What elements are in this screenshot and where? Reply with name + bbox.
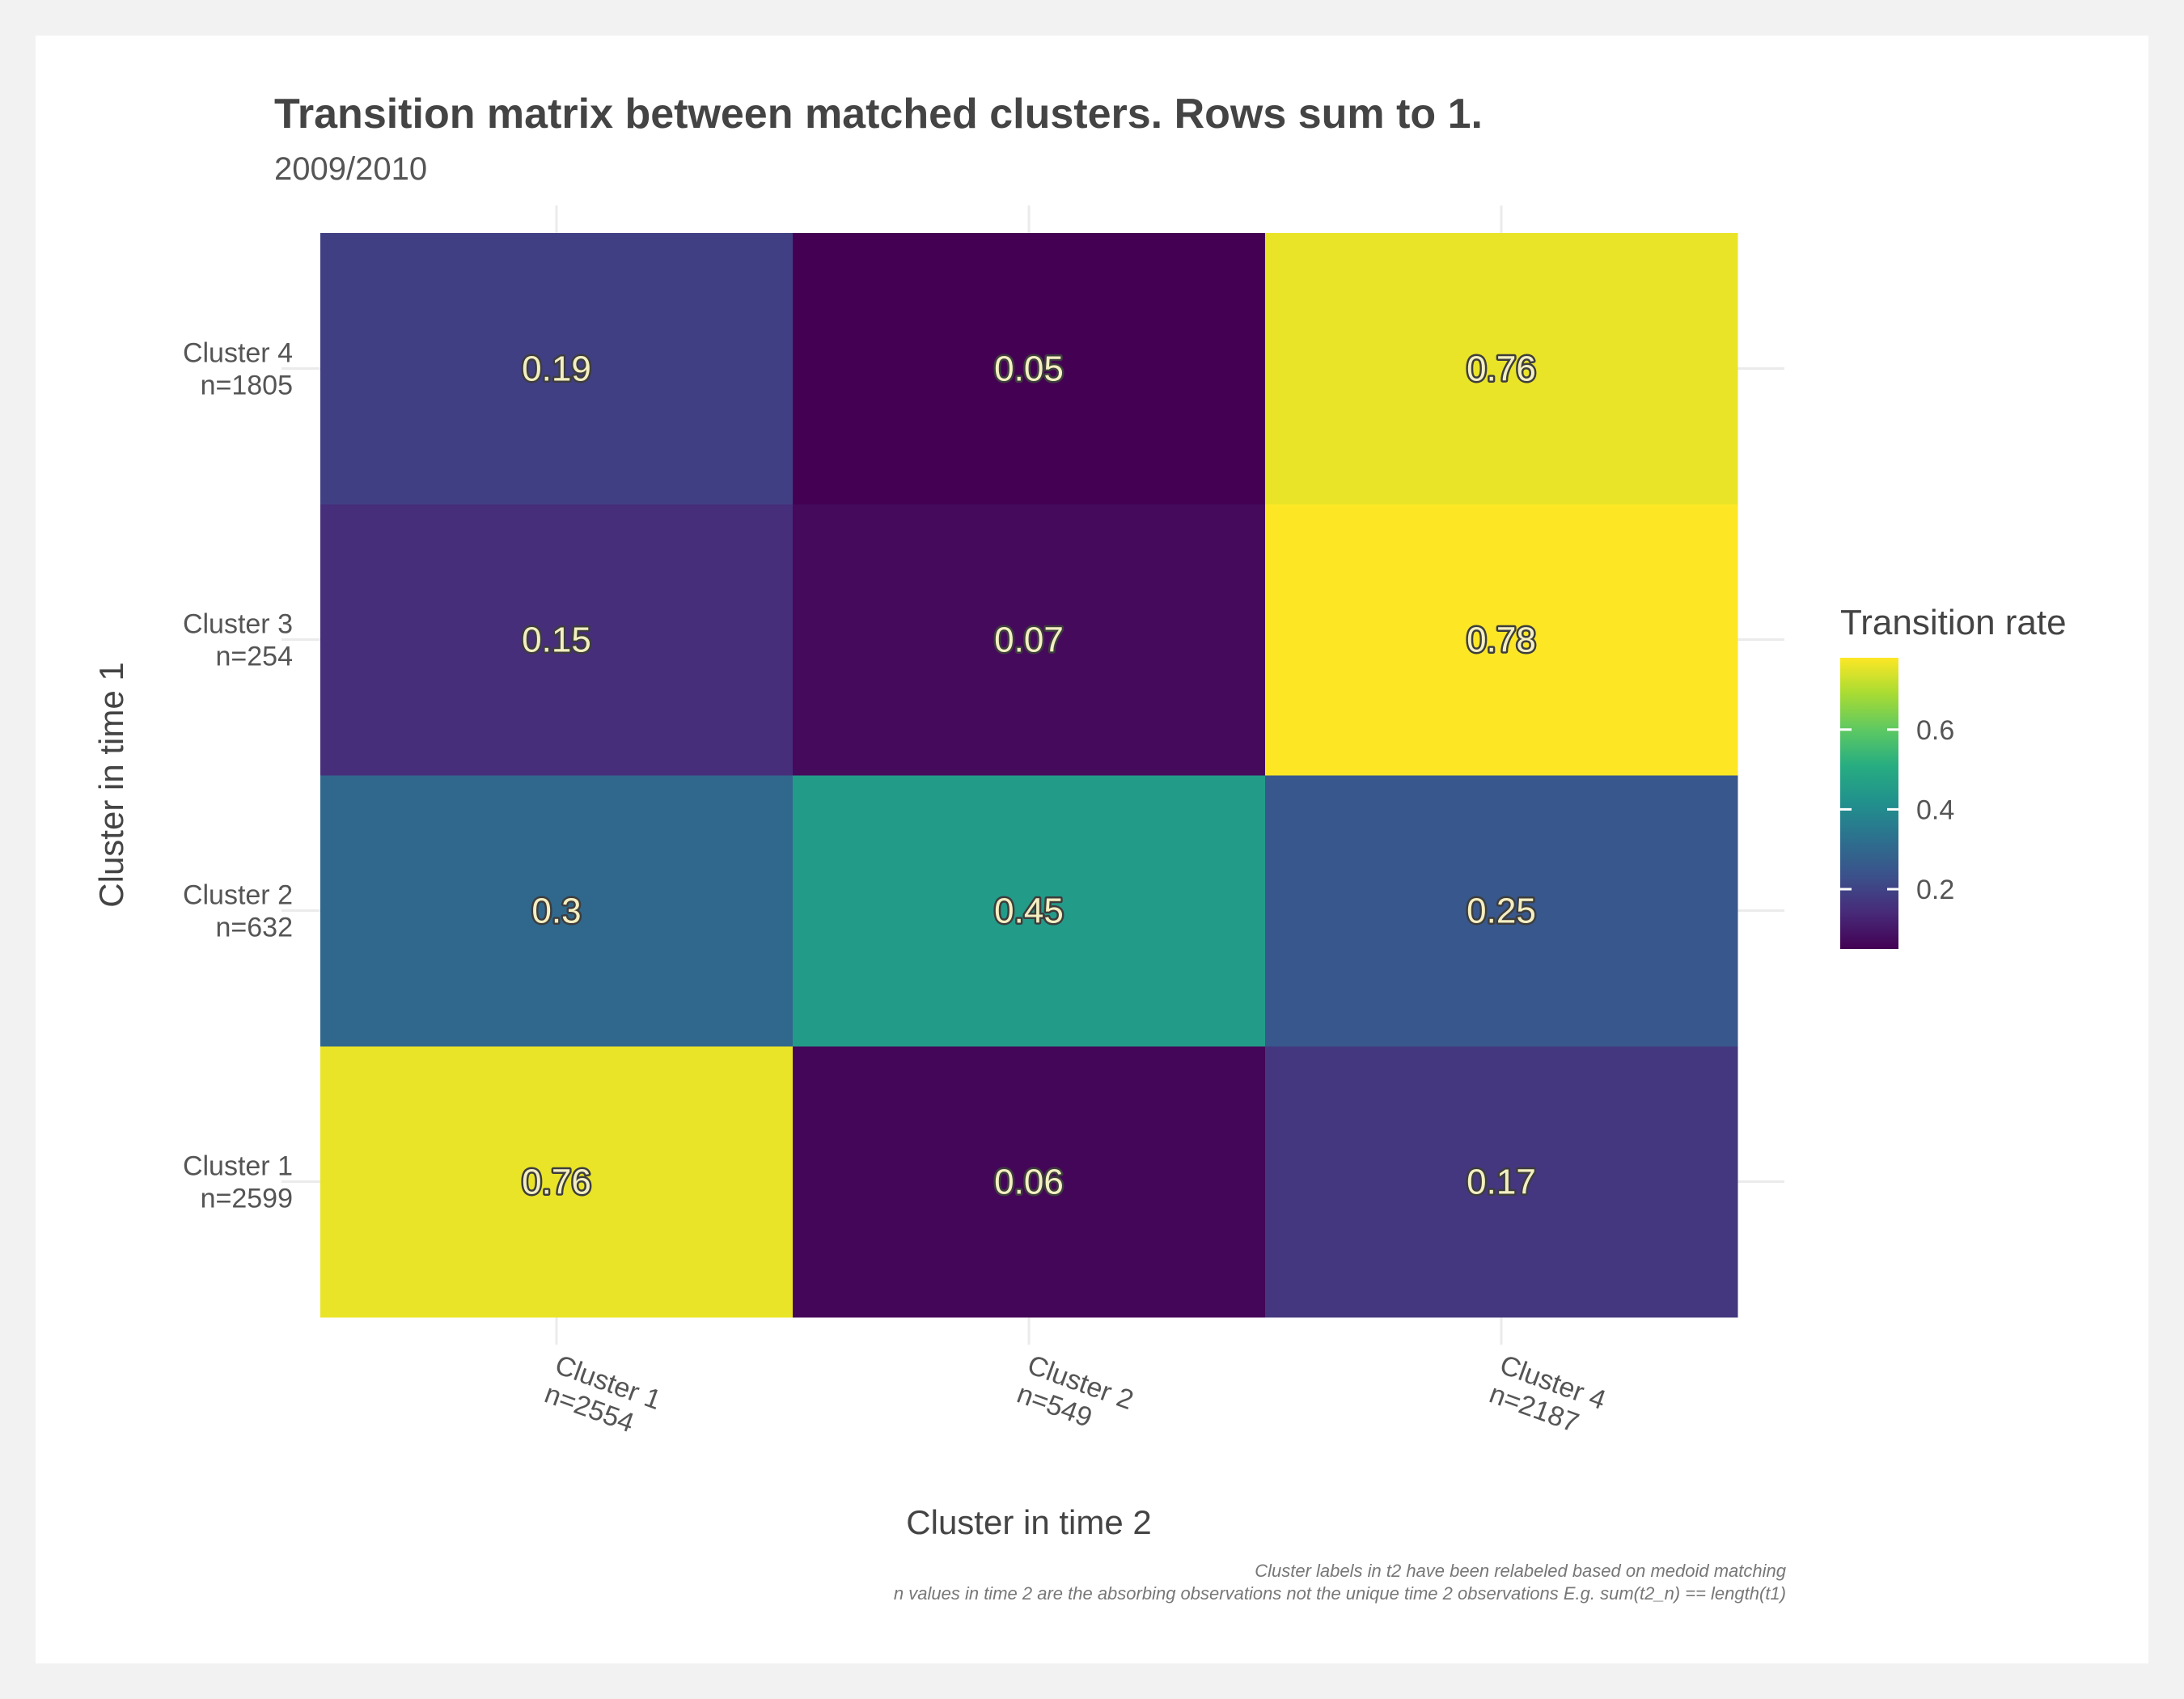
x-axis-ticks: Cluster 1n=2554 Cluster 2n=549 Cluster 4n=… — [540, 1349, 1610, 1439]
y-tick-count: n=632 — [216, 913, 294, 943]
legend-ticks: 0.2 0.4 0.6 — [1840, 715, 1954, 905]
legend-tick-label: 0.4 — [1916, 794, 1954, 825]
x-tick-group: Cluster 1n=2554 — [540, 1349, 665, 1439]
heatmap-cell — [1265, 1046, 1738, 1318]
legend-tick-label: 0.6 — [1916, 715, 1954, 746]
heatmap-cell — [793, 1046, 1266, 1318]
legend: Transition rate 0.2 0.4 0.6 — [1840, 603, 2067, 949]
cell-value-label: 0.45 — [994, 892, 1064, 931]
cell-value-label: 0.19 — [522, 350, 591, 389]
x-axis-title: Cluster in time 2 — [906, 1503, 1151, 1541]
cell-value-label: 0.76 — [522, 1163, 591, 1202]
heatmap-cell — [320, 1046, 794, 1318]
heatmap-cell — [1265, 775, 1738, 1047]
y-tick-label: Cluster 2 — [183, 880, 293, 911]
heatmap-cell — [1265, 504, 1738, 776]
cell-value-label: 0.25 — [1467, 892, 1536, 931]
y-tick-count: n=254 — [216, 642, 294, 672]
cell-value-label: 0.06 — [994, 1163, 1064, 1202]
heatmap-cell — [1265, 233, 1738, 505]
chart-panel: Transition matrix between matched cluste… — [36, 36, 2148, 1663]
y-tick-label: Cluster 3 — [183, 609, 293, 640]
cell-value-label: 0.76 — [1467, 350, 1536, 389]
cell-value-label: 0.3 — [531, 892, 581, 931]
heatmap-cell — [793, 775, 1266, 1047]
y-tick-count: n=2599 — [201, 1184, 293, 1214]
y-tick-label: Cluster 4 — [183, 338, 293, 369]
cell-value-label: 0.07 — [994, 621, 1064, 660]
y-tick-label: Cluster 1 — [183, 1151, 293, 1182]
x-tick-group: Cluster 2n=549 — [1013, 1349, 1137, 1434]
y-tick-count: n=1805 — [201, 371, 293, 401]
heatmap-cell — [320, 504, 794, 776]
chart-title: Transition matrix between matched cluste… — [274, 91, 1483, 138]
caption-line-2: n values in time 2 are the absorbing obs… — [894, 1583, 1786, 1604]
heatmap-cell — [320, 775, 794, 1047]
heatmap-cell — [793, 504, 1266, 776]
y-axis-title: Cluster in time 1 — [92, 662, 130, 907]
cell-labels: 0.76 0.06 0.17 0.3 0.45 0.25 0.15 0.07 0.78 0.19 0… — [520, 347, 1539, 1204]
legend-colorbar — [1840, 658, 1898, 949]
cell-value-label: 0.15 — [522, 621, 591, 660]
heatmap-cell — [793, 233, 1266, 505]
legend-tick-label: 0.2 — [1916, 875, 1954, 905]
cell-value-label: 0.05 — [994, 350, 1064, 389]
heatmap-cells — [320, 233, 1738, 1318]
heatmap-chart: Transition matrix between matched cluste… — [92, 91, 2067, 1604]
cell-value-label: 0.78 — [1467, 621, 1536, 660]
caption-line-1: Cluster labels in t2 have been relabeled… — [1255, 1561, 1787, 1581]
chart-subtitle: 2009/2010 — [274, 151, 427, 187]
x-tick-group: Cluster 4n=2187 — [1485, 1349, 1610, 1439]
heatmap-cell — [320, 233, 794, 505]
cell-value-label: 0.17 — [1467, 1163, 1536, 1202]
legend-title: Transition rate — [1840, 603, 2067, 642]
